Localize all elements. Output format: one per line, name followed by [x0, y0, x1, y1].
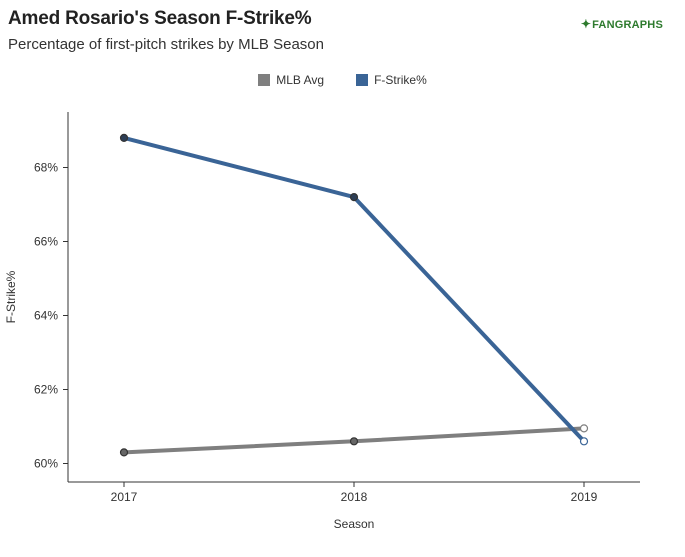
data-point-mlb-avg [579, 424, 589, 433]
leaf-icon: ✦ [580, 17, 592, 31]
x-tick-label: 2018 [341, 490, 368, 504]
logo-text: FANGRAPHS [592, 19, 663, 31]
legend-label-mlb-avg: MLB Avg [276, 73, 325, 87]
data-point-mlb-avg [119, 448, 129, 457]
series-line-fstrike [122, 135, 586, 444]
legend-item-fstrike[interactable]: F-Strike% [356, 73, 427, 87]
y-tick-label: 68% [34, 161, 58, 175]
data-point-fstrike [119, 133, 129, 142]
legend-swatch-mlb-avg [258, 74, 271, 86]
y-tick-label: 62% [34, 383, 58, 397]
data-point-mlb-avg [349, 437, 359, 446]
y-tick-label: 64% [34, 309, 58, 323]
legend-swatch-fstrike [356, 74, 369, 86]
legend-label-fstrike: F-Strike% [374, 73, 427, 87]
y-tick-label: 60% [34, 457, 58, 471]
legend-item-mlb-avg[interactable]: MLB Avg [258, 73, 324, 87]
data-point-fstrike [579, 437, 589, 446]
x-tick-label: 2017 [111, 490, 138, 504]
legend: MLB Avg F-Strike% [0, 73, 685, 87]
fangraphs-logo: ✦FANGRAPHS [581, 17, 663, 31]
chart-subtitle: Percentage of first-pitch strikes by MLB… [8, 36, 324, 53]
data-point-fstrike [349, 193, 359, 202]
y-axis-label: F-Strike% [4, 270, 18, 323]
x-axis-label: Season [334, 517, 375, 531]
y-tick-label: 66% [34, 235, 58, 249]
chart-title: Amed Rosario's Season F-Strike% [8, 8, 312, 29]
x-tick-label: 2019 [571, 490, 598, 504]
